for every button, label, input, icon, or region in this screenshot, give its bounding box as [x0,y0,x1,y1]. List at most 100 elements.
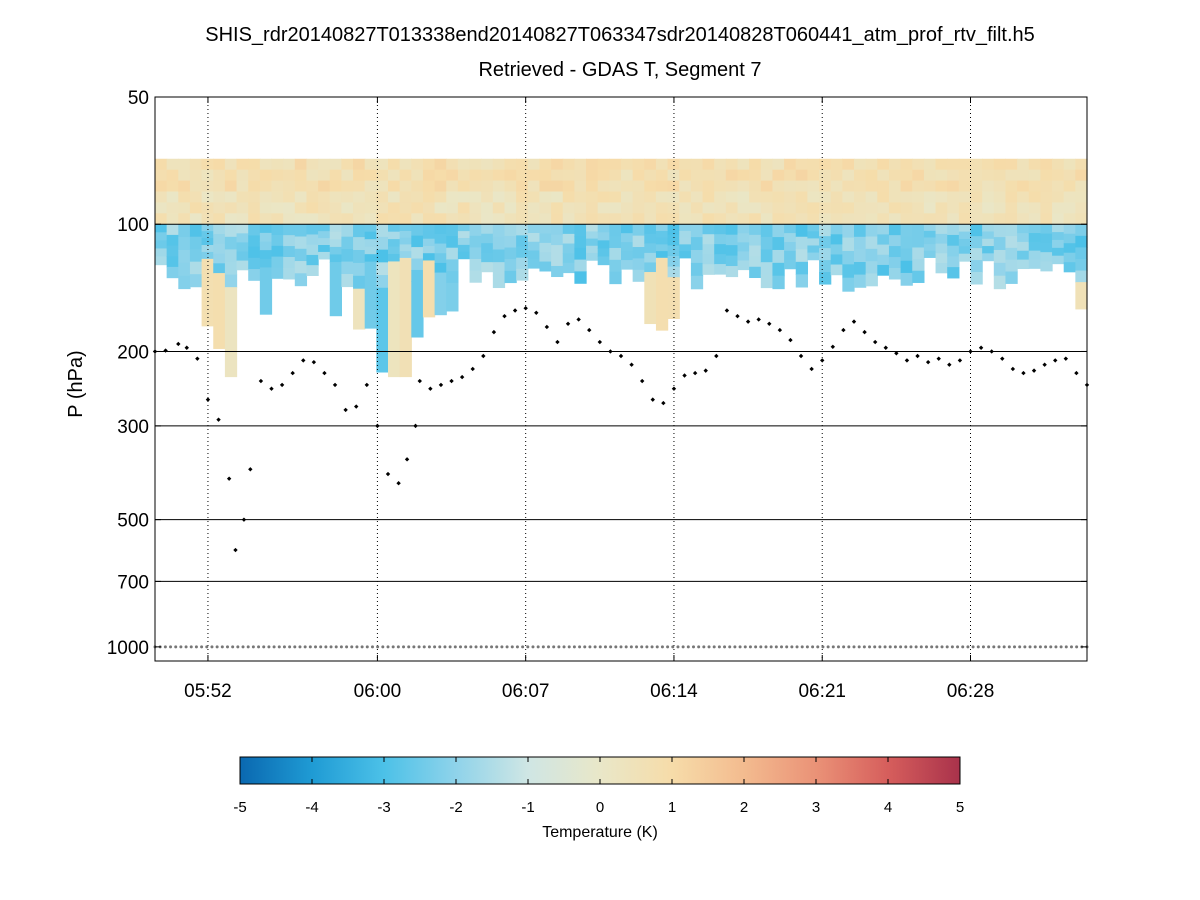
heatmap-cell [329,262,342,317]
surface-pressure-marker [1054,645,1058,649]
surface-pressure-marker [314,645,318,649]
heatmap-cell [457,244,471,253]
heatmap-cell [481,213,494,225]
heatmap-cell [422,202,436,214]
surface-pressure-marker [370,645,374,649]
surface-pressure-marker [262,645,266,649]
heatmap-cell [1063,180,1076,193]
heatmap-cell [877,202,890,214]
heatmap-cell [469,158,482,171]
heatmap-cell [527,180,541,193]
surface-pressure-marker [547,645,551,649]
heatmap-cell [271,191,284,203]
heatmap-cell [271,235,284,247]
heatmap-cell [224,213,238,225]
surface-pressure-marker [893,645,897,649]
surface-pressure-marker [717,645,721,649]
heatmap-cell [621,224,634,234]
heatmap-cell [690,191,704,203]
heatmap-cell [877,224,890,236]
heatmap-cell [830,254,843,266]
heatmap-cell [1040,224,1053,235]
heatmap-cell [1052,247,1065,257]
tropopause-marker [798,353,804,359]
heatmap-cell [819,180,832,193]
heatmap-cell [306,254,319,266]
heatmap-cell [504,158,517,171]
surface-pressure-marker [997,645,1001,649]
heatmap-cell [854,236,867,251]
tropopause-marker [629,362,634,367]
heatmap-cell [993,224,1007,238]
tropopause-marker [735,313,740,319]
heatmap-cell [970,202,983,214]
surface-pressure-marker [417,645,421,649]
heatmap-cell [1017,241,1030,252]
heatmap-cell [993,262,1007,277]
heatmap-cell [1052,255,1065,265]
tropopause-marker [639,378,645,384]
heatmap-cell [888,202,902,214]
surface-pressure-marker [308,645,312,649]
surface-pressure-marker [847,645,851,649]
heatmap-cell [702,213,715,225]
heatmap-cell [189,224,203,238]
surface-pressure-marker [339,645,343,649]
tropopause-marker [608,349,613,354]
heatmap-cell [248,257,261,270]
heatmap-cell [388,180,401,193]
heatmap-cell [236,224,249,234]
surface-pressure-marker [241,645,245,649]
heatmap-cell [353,202,366,214]
surface-pressure-marker [873,645,877,649]
heatmap-cell [213,224,226,235]
heatmap-cell [900,202,913,214]
heatmap-cell [189,274,203,288]
heatmap-cell [283,235,296,247]
heatmap-cell [877,180,890,193]
heatmap-cell [434,272,447,316]
heatmap-cell [527,158,541,171]
heatmap-cell [562,224,575,235]
heatmap-cell [422,191,436,203]
heatmap-cell [271,169,284,182]
heatmap-cell [376,180,389,193]
heatmap-cell [1017,158,1030,171]
heatmap-cell [1063,224,1076,235]
heatmap-cell [329,246,342,256]
heatmap-cell [259,158,273,171]
heatmap-cell [1005,271,1018,284]
heatmap-cell [236,260,249,271]
heatmap-cell [714,244,727,255]
heatmap-cell [679,230,692,239]
tropopause-marker [618,353,624,359]
heatmap-cell [481,262,494,273]
heatmap-cell [842,202,855,214]
heatmap-cell [213,213,226,225]
heatmap-cell [609,202,622,214]
heatmap-cell [1040,169,1053,182]
heatmap-cell [702,180,715,193]
surface-pressure-marker [427,645,431,649]
heatmap-cell [492,262,506,276]
heatmap-cell [492,191,506,203]
heatmap-cell [469,247,482,260]
surface-pressure-marker [552,645,556,649]
surface-pressure-marker [821,645,825,649]
heatmap-cell [341,261,354,275]
tropopause-marker [671,386,677,391]
heatmap-cell [819,260,832,273]
heatmap-cell [574,202,587,214]
heatmap-cell [947,213,960,225]
heatmap-cell [283,224,296,236]
heatmap-cell [830,180,843,193]
heatmap-cell [166,266,179,279]
heatmap-cell [819,158,832,171]
heatmap-cell [527,232,541,243]
heatmap-cell [923,237,937,245]
tropopause-marker [163,348,168,353]
heatmap-cell [888,235,902,247]
heatmap-cell [655,237,669,245]
heatmap-cell [422,169,436,182]
heatmap-cell [935,213,948,225]
